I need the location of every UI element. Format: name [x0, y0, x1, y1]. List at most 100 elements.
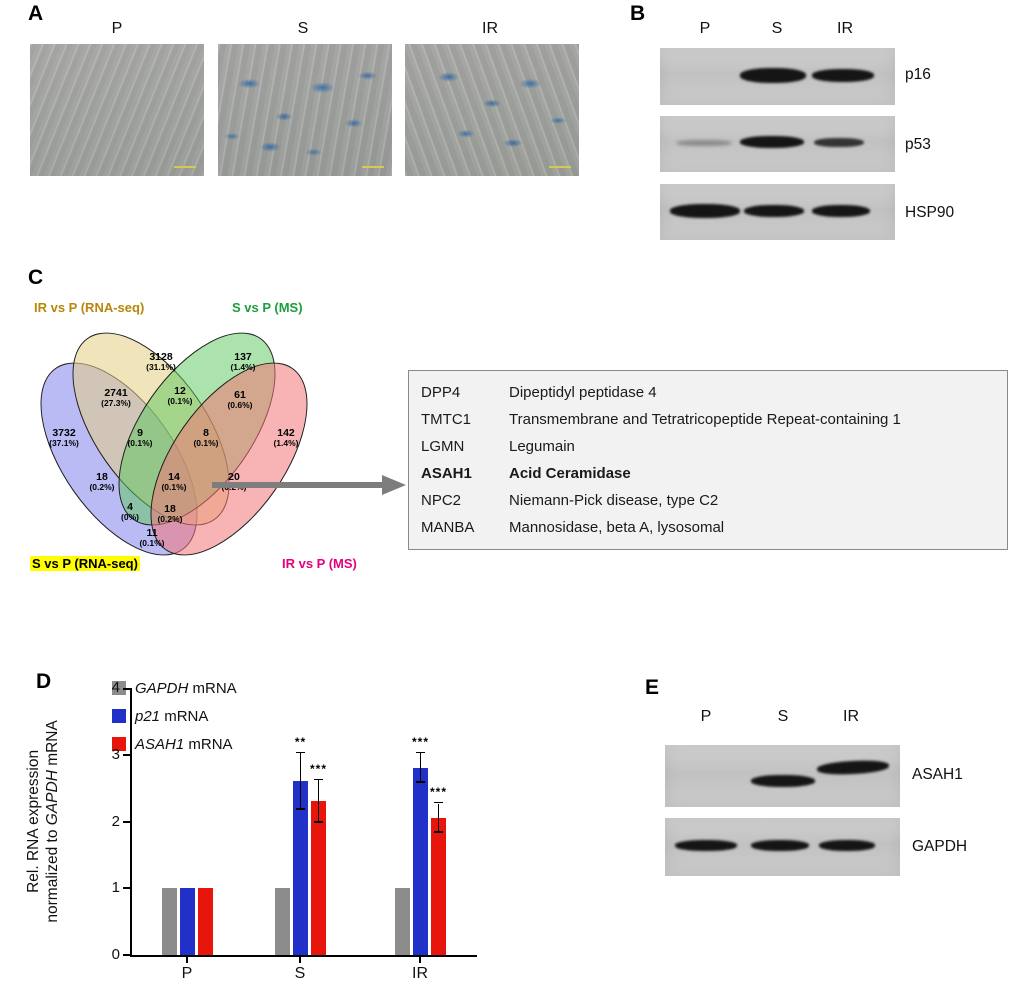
- bar-group-S: ** ***: [275, 688, 326, 955]
- protein-band: [740, 136, 804, 148]
- bar-slot: ***: [309, 688, 328, 955]
- error-bar-cap: [296, 751, 305, 754]
- gene-row: NPC2 Niemann-Pick disease, type C2: [421, 487, 1007, 514]
- category-label-IR: IR: [412, 965, 428, 982]
- bar-chart: 0 1 2 3 4 P ** *** S *** *** IR: [112, 679, 477, 982]
- venn-pct: (1.4%): [230, 362, 256, 373]
- bar-group-IR: *** ***: [395, 688, 446, 955]
- bar-slot: [395, 688, 410, 955]
- blot-p53: [660, 116, 895, 172]
- protein-band: [751, 840, 809, 851]
- venn-region: 61 (0.6%): [227, 390, 252, 410]
- micrograph-s-label: S: [297, 20, 309, 37]
- blot-asah1: [665, 745, 900, 807]
- y-axis-label-gene: GAPDH: [44, 770, 61, 826]
- venn-pct: (0.1%): [127, 438, 153, 449]
- gene-symbol: DPP4: [421, 384, 461, 401]
- panel-b-label: B: [630, 2, 646, 25]
- blot-e-lane-ir: IR: [843, 708, 859, 725]
- legend-label: GAPDH mRNA: [135, 679, 237, 697]
- protein-label-gapdh: GAPDH: [912, 838, 968, 855]
- significance-marker: ***: [309, 762, 328, 777]
- gene-row: MANBA Mannosidase, beta A, lysosomal: [421, 514, 1007, 541]
- venn-pct: (0.1%): [167, 396, 193, 407]
- venn-count: 18: [164, 503, 176, 516]
- legend-gene-name: p21: [135, 707, 161, 725]
- error-bar: [317, 780, 320, 823]
- gene-description: Dipeptidyl peptidase 4: [509, 384, 657, 401]
- venn-pct: (0.6%): [227, 400, 253, 411]
- venn-count: 9: [137, 427, 143, 440]
- venn-pct: (27.3%): [101, 398, 131, 409]
- protein-band: [670, 204, 740, 218]
- gene-row-asah1: ASAH1 Acid Ceramidase: [421, 460, 1007, 487]
- y-tick-mark: [123, 688, 132, 690]
- venn-region: 11 (0.1%): [139, 528, 164, 548]
- gene-description: Mannosidase, beta A, lysosomal: [509, 519, 725, 536]
- protein-band: [819, 840, 875, 851]
- gene-row: TMTC1 Transmembrane and Tetratricopeptid…: [421, 406, 1007, 433]
- protein-band: [676, 140, 732, 146]
- micrograph-p: [30, 44, 204, 176]
- venn-region: 9 (0.1%): [127, 428, 152, 448]
- venn-region: 18 (0.2%): [157, 504, 182, 524]
- blot-e-lane-s: S: [777, 708, 789, 725]
- venn-pct: (0.1%): [139, 538, 165, 549]
- y-tick-mark: [123, 820, 132, 823]
- x-tick-mark: [419, 955, 421, 963]
- y-axis-label: Rel. RNA expression normalized to GAPDH …: [20, 688, 66, 955]
- venn-pct: (0.1%): [161, 482, 187, 493]
- gene-description: Legumain: [509, 438, 575, 455]
- y-tick-label: 2: [111, 812, 120, 830]
- gene-description: Acid Ceramidase: [509, 465, 631, 482]
- venn-count: 3732: [52, 427, 76, 440]
- bar-p21-S: [293, 781, 308, 955]
- venn-region: 137 (1.4%): [230, 352, 255, 372]
- blot-b-lane-ir: IR: [837, 20, 853, 37]
- bar-GAPDH-S: [275, 888, 290, 955]
- protein-band: [812, 69, 874, 82]
- venn-pct: (31.1%): [146, 362, 176, 373]
- bar-slot: [198, 688, 213, 955]
- venn-count: 61: [234, 389, 246, 402]
- venn-region: 142 (1.4%): [273, 428, 298, 448]
- venn-set-label-ir-vs-p-rnaseq: IR vs P (RNA-seq): [34, 300, 145, 315]
- panel-a-label: A: [28, 2, 44, 25]
- gene-symbol: TMTC1: [421, 411, 471, 428]
- significance-marker: ***: [411, 735, 430, 750]
- venn-count: 12: [174, 385, 186, 398]
- bar-GAPDH-P: [162, 888, 177, 955]
- significance-marker: ***: [429, 785, 448, 800]
- panel-c-label: C: [28, 266, 44, 289]
- blot-gapdh: [665, 818, 900, 876]
- protein-band: [751, 775, 815, 787]
- error-bar-cap: [296, 808, 305, 810]
- bar-slot: [162, 688, 177, 955]
- protein-band: [675, 840, 737, 851]
- panel-e-label: E: [645, 676, 660, 699]
- protein-label-asah1: ASAH1: [912, 766, 963, 783]
- gene-symbol: ASAH1: [421, 465, 472, 482]
- legend-item-GAPDH: GAPDH mRNA: [112, 678, 237, 698]
- y-axis-label-line1: Rel. RNA expression: [24, 750, 42, 894]
- venn-region: 14 (0.1%): [161, 472, 186, 492]
- micrograph-s: [218, 44, 392, 176]
- blot-p16: [660, 48, 895, 105]
- venn-region: 12 (0.1%): [167, 386, 192, 406]
- scale-bar: [174, 166, 196, 168]
- bar-slot: ***: [411, 688, 430, 955]
- y-axis-label-text: normalized to: [44, 825, 61, 923]
- venn-region: 3128 (31.1%): [146, 352, 176, 372]
- venn-count: 142: [277, 427, 295, 440]
- venn-pct: (0%): [121, 512, 139, 523]
- bar-GAPDH-IR: [395, 888, 410, 955]
- venn-count: 3128: [149, 351, 173, 364]
- y-tick-mark: [123, 753, 132, 756]
- legend-swatch: [112, 737, 126, 751]
- scale-bar: [362, 166, 384, 168]
- error-bar-cap: [434, 801, 443, 804]
- gene-description: Niemann-Pick disease, type C2: [509, 492, 719, 509]
- protein-band: [812, 205, 870, 217]
- venn-count: 2741: [104, 387, 128, 400]
